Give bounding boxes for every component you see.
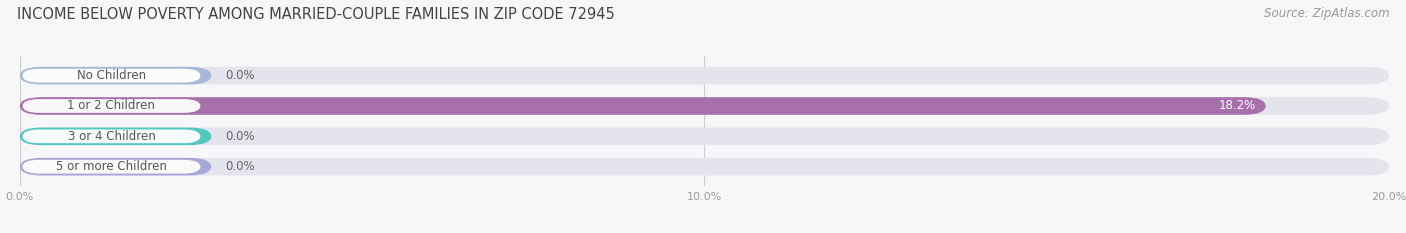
Text: No Children: No Children — [77, 69, 146, 82]
FancyBboxPatch shape — [20, 67, 1389, 84]
FancyBboxPatch shape — [20, 67, 211, 84]
FancyBboxPatch shape — [20, 158, 211, 175]
FancyBboxPatch shape — [22, 160, 201, 174]
Text: Source: ZipAtlas.com: Source: ZipAtlas.com — [1264, 7, 1389, 20]
FancyBboxPatch shape — [20, 97, 1265, 115]
Text: INCOME BELOW POVERTY AMONG MARRIED-COUPLE FAMILIES IN ZIP CODE 72945: INCOME BELOW POVERTY AMONG MARRIED-COUPL… — [17, 7, 614, 22]
FancyBboxPatch shape — [22, 130, 201, 143]
FancyBboxPatch shape — [22, 69, 201, 82]
Text: 0.0%: 0.0% — [225, 160, 254, 173]
FancyBboxPatch shape — [20, 127, 211, 145]
Text: 3 or 4 Children: 3 or 4 Children — [67, 130, 155, 143]
Text: 18.2%: 18.2% — [1219, 99, 1256, 113]
Text: 0.0%: 0.0% — [225, 130, 254, 143]
FancyBboxPatch shape — [20, 127, 1389, 145]
FancyBboxPatch shape — [20, 158, 1389, 175]
Text: 0.0%: 0.0% — [225, 69, 254, 82]
Text: 5 or more Children: 5 or more Children — [56, 160, 167, 173]
Text: 1 or 2 Children: 1 or 2 Children — [67, 99, 156, 113]
FancyBboxPatch shape — [20, 97, 1389, 115]
FancyBboxPatch shape — [22, 99, 201, 113]
